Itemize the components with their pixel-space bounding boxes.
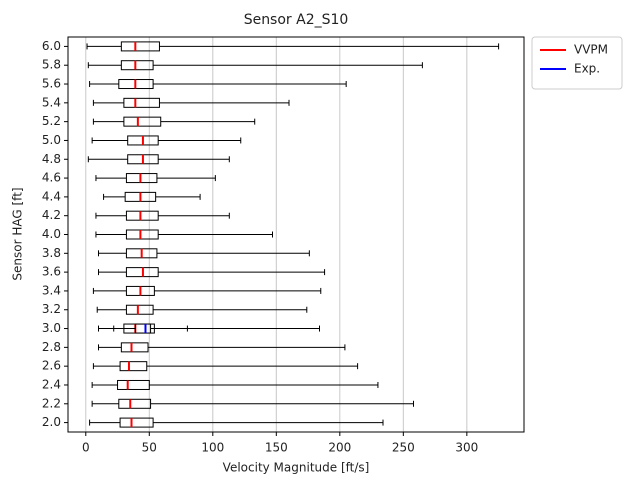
- box: [117, 379, 150, 390]
- y-tick-label: 5.0: [42, 133, 61, 147]
- x-axis-label: Velocity Magnitude [ft/s]: [223, 461, 370, 475]
- y-tick-label: 3.6: [42, 265, 61, 279]
- chart-title: Sensor A2_S10: [244, 12, 349, 28]
- legend-label: VVPM: [574, 43, 608, 57]
- x-tick-label: 150: [265, 441, 288, 455]
- y-tick-label: 4.0: [42, 227, 61, 241]
- box: [119, 417, 154, 428]
- box: [118, 398, 152, 409]
- box: [125, 229, 159, 240]
- box: [120, 342, 149, 353]
- y-tick-label: 2.6: [42, 359, 61, 373]
- y-axis-label: Sensor HAG [ft]: [11, 187, 25, 280]
- box: [125, 173, 158, 184]
- x-tick-label: 200: [328, 441, 351, 455]
- x-tick-label: 50: [142, 441, 157, 455]
- y-tick-label: 2.2: [42, 396, 61, 410]
- box: [123, 97, 160, 108]
- y-tick-label: 3.4: [42, 283, 61, 297]
- box: [119, 361, 148, 372]
- y-tick-label: 2.0: [42, 415, 61, 429]
- y-tick-label: 4.4: [42, 189, 61, 203]
- x-tick-label: 250: [392, 441, 415, 455]
- box: [123, 116, 162, 127]
- x-tick-label: 100: [201, 441, 224, 455]
- x-tick-label: 300: [455, 441, 478, 455]
- y-tick-label: 2.4: [42, 377, 61, 391]
- box: [120, 41, 160, 52]
- x-tick-label: 0: [82, 441, 90, 455]
- y-tick-label: 5.6: [42, 77, 61, 91]
- y-tick-label: 4.2: [42, 208, 61, 222]
- box: [125, 210, 159, 221]
- y-tick-label: 3.0: [42, 321, 61, 335]
- box: [120, 60, 154, 71]
- y-tick-label: 5.4: [42, 95, 61, 109]
- plot-frame: [67, 36, 525, 433]
- y-tick-label: 6.0: [42, 39, 61, 53]
- y-tick-label: 3.2: [42, 302, 61, 316]
- y-tick-label: 5.8: [42, 58, 61, 72]
- y-tick-label: 3.8: [42, 246, 61, 260]
- y-tick-label: 4.8: [42, 152, 61, 166]
- y-tick-label: 2.8: [42, 340, 61, 354]
- y-tick-label: 4.6: [42, 171, 61, 185]
- y-tick-label: 5.2: [42, 114, 61, 128]
- box: [125, 304, 154, 315]
- legend-label: Exp.: [574, 62, 600, 76]
